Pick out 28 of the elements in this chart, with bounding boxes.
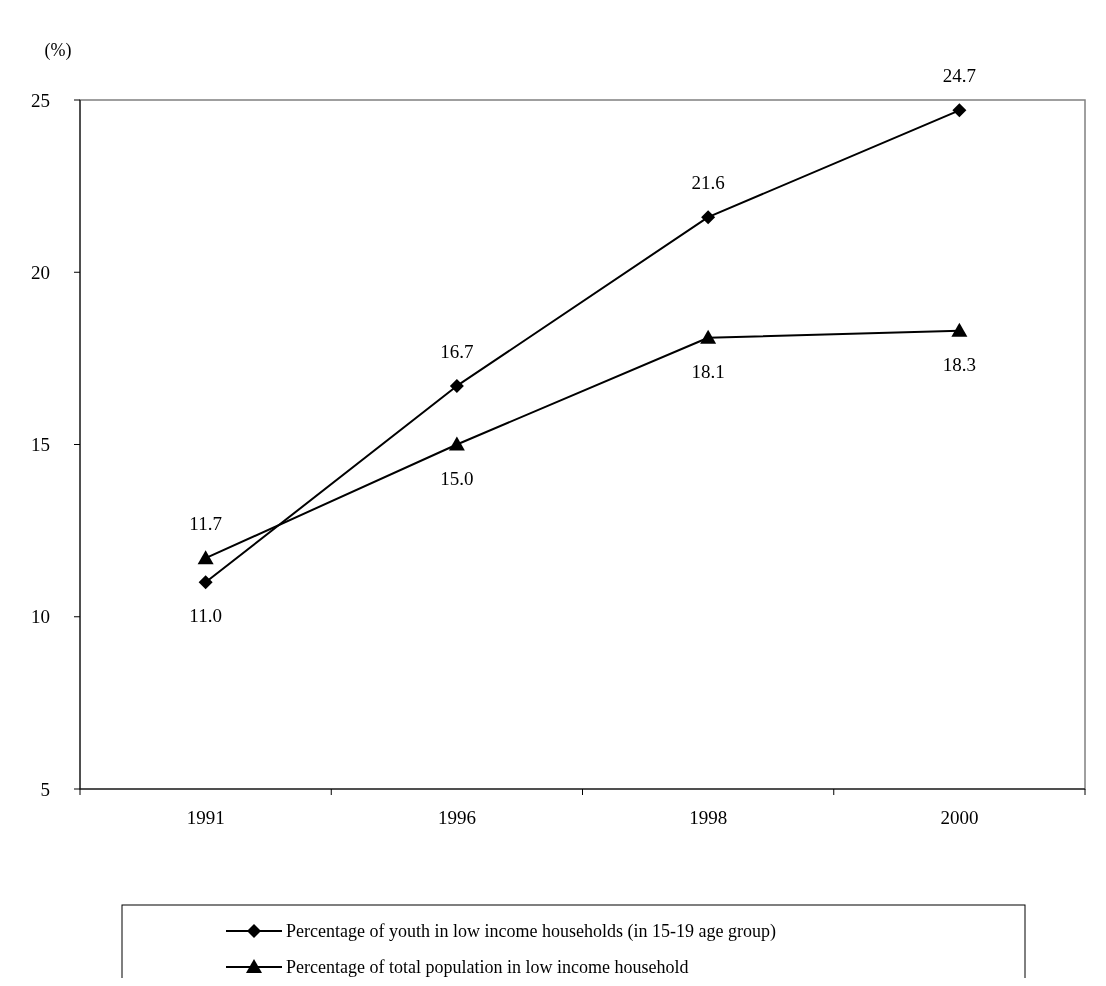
data-label: 24.7 bbox=[942, 65, 976, 87]
x-tick-label: 1996 bbox=[437, 807, 476, 828]
point bbox=[951, 322, 968, 337]
y-axis-title: (%) bbox=[44, 40, 72, 62]
data-label: 16.7 bbox=[440, 340, 474, 362]
data-label: 11.0 bbox=[189, 605, 222, 627]
x-tick-label: 1991 bbox=[186, 807, 225, 828]
point bbox=[198, 575, 213, 590]
data-label: 11.7 bbox=[189, 513, 222, 535]
data-label: 21.6 bbox=[691, 172, 725, 194]
x-tick-label: 1998 bbox=[689, 807, 728, 828]
y-tick-label: 20 bbox=[31, 261, 50, 283]
point bbox=[952, 103, 967, 118]
point bbox=[448, 436, 465, 451]
y-tick-label: 15 bbox=[31, 434, 50, 456]
legend-label: Percentage of youth in low income households (in 15-19 age group) bbox=[286, 921, 776, 943]
point bbox=[449, 378, 464, 393]
legend-label: Percentage of total population in low income household bbox=[286, 957, 689, 978]
data-label: 15.0 bbox=[440, 467, 474, 489]
y-tick-label: 25 bbox=[31, 89, 50, 111]
data-label: 18.3 bbox=[942, 353, 976, 375]
data-label: 18.1 bbox=[691, 360, 725, 382]
point bbox=[701, 210, 716, 225]
y-tick-label: 10 bbox=[31, 606, 50, 628]
point bbox=[700, 329, 717, 344]
x-tick-label: 2000 bbox=[940, 807, 979, 828]
point bbox=[197, 550, 214, 565]
y-tick-label: 5 bbox=[40, 778, 50, 800]
